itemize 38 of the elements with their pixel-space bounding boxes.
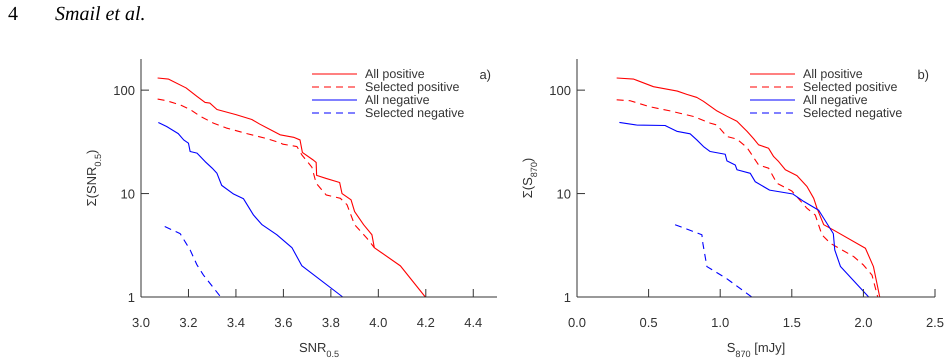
x-tick-label: 0.5	[640, 315, 658, 330]
legend-label: Selected negative	[803, 106, 902, 120]
x-tick-label: 2.5	[926, 315, 944, 330]
x-axis-title: S$_{870}$ [mJy]	[726, 340, 786, 359]
text: 4	[8, 3, 18, 25]
annotation: b)	[917, 67, 929, 82]
x-tick-label: 1.0	[711, 315, 730, 330]
legend-label: All negative	[365, 93, 430, 107]
x-tick-label: 3.2	[179, 315, 198, 330]
y-tick-label: 1	[564, 290, 571, 305]
x-tick-label: 4.4	[464, 315, 482, 330]
x-tick-label: 3.4	[226, 315, 245, 330]
line-series	[164, 226, 222, 298]
y-tick-label: 10	[120, 186, 135, 202]
x-tick-label: 4.2	[416, 315, 435, 330]
y-tick-label: 100	[549, 83, 571, 98]
x-tick-label: 3.6	[274, 315, 292, 330]
x-tick-label: 3.8	[322, 315, 340, 330]
line-series	[618, 122, 870, 298]
y-tick-label: 1	[128, 290, 135, 305]
x-tick-label: 2.0	[854, 315, 872, 330]
y-tick-label: 10	[556, 186, 571, 202]
x-tick-label: 0.0	[568, 315, 586, 330]
text: Smail et al.	[55, 3, 146, 25]
legend-label: Selected positive	[365, 80, 460, 94]
legend-label: All positive	[803, 67, 863, 81]
y-tick-label: 100	[113, 83, 135, 98]
legend-label: All negative	[803, 93, 868, 107]
annotation: a)	[479, 67, 491, 82]
x-tick-label: 4.0	[369, 315, 388, 330]
x-axis-title: SNR$_{0.5}$	[298, 340, 340, 359]
x-tick-label: 3.0	[132, 315, 150, 330]
legend-label: All positive	[365, 67, 425, 81]
line-series	[158, 122, 344, 298]
x-tick-label: 1.5	[782, 315, 801, 330]
legend-label: Selected negative	[365, 106, 464, 120]
line-series	[674, 224, 752, 298]
legend-label: Selected positive	[803, 80, 898, 94]
